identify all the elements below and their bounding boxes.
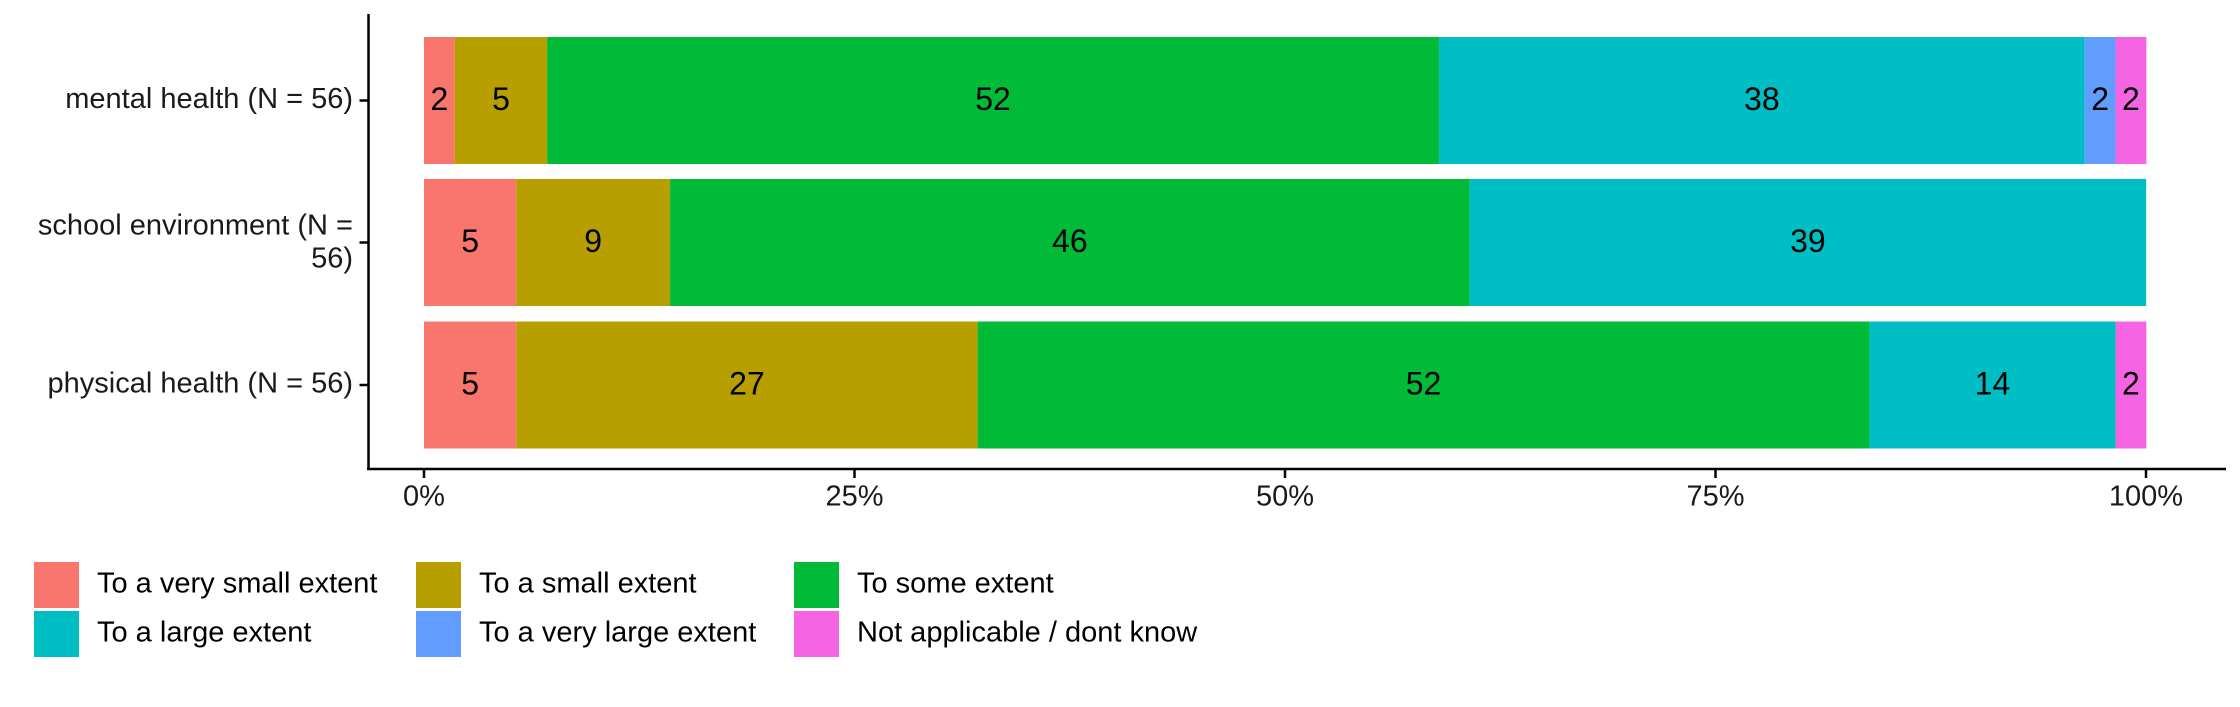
- legend-label: To a very large extent: [479, 617, 756, 649]
- x-tick-label: 100%: [2109, 481, 2183, 513]
- legend-swatch: [416, 611, 461, 657]
- legend-swatch: [794, 611, 839, 657]
- value-label: 5: [492, 81, 510, 117]
- legend-swatch: [794, 562, 839, 608]
- y-tick-label: physical health (N = 56): [48, 368, 353, 400]
- legend-swatch: [34, 562, 79, 608]
- value-label: 46: [1052, 223, 1088, 259]
- bar-segment: [424, 321, 517, 449]
- bar-segment: [424, 179, 517, 306]
- bar-segment: [516, 179, 671, 306]
- bar-segment: [454, 37, 548, 164]
- bar-segment: [2115, 37, 2147, 164]
- value-label: 2: [431, 81, 449, 117]
- value-label: 2: [2122, 81, 2140, 117]
- y-tick-label: mental health (N = 56): [65, 83, 353, 115]
- bar-segment: [1869, 321, 2116, 449]
- value-label: 27: [729, 365, 765, 401]
- bar-segment: [547, 37, 1439, 164]
- value-label: 39: [1790, 223, 1826, 259]
- bar-segment: [977, 321, 1870, 449]
- legend-swatch: [34, 611, 79, 657]
- legend-label: To some extent: [857, 568, 1054, 600]
- legend-label: To a very small extent: [97, 568, 377, 600]
- x-tick-label: 25%: [825, 481, 883, 513]
- bar-segment: [1469, 179, 2147, 306]
- bar-segment: [1438, 37, 2085, 164]
- value-label: 5: [461, 365, 479, 401]
- value-label: 38: [1744, 81, 1780, 117]
- x-tick-label: 0%: [403, 481, 445, 513]
- bar-segment: [2084, 37, 2116, 164]
- y-tick-label: school environment (N = 56): [38, 209, 353, 274]
- value-label: 14: [1975, 365, 2011, 401]
- bar-segment: [670, 179, 1470, 306]
- bar-segment: [424, 37, 455, 164]
- legend-label: To a large extent: [97, 617, 311, 649]
- value-label: 52: [975, 81, 1011, 117]
- value-label: 2: [2091, 81, 2109, 117]
- legend-swatch: [416, 562, 461, 608]
- bar-segment: [2115, 321, 2147, 449]
- x-tick-label: 75%: [1686, 481, 1744, 513]
- value-label: 52: [1406, 365, 1442, 401]
- value-label: 5: [461, 223, 479, 259]
- value-label: 9: [584, 223, 602, 259]
- legend-label: Not applicable / dont know: [857, 617, 1198, 649]
- value-label: 2: [2122, 365, 2140, 401]
- bar-segment: [516, 321, 978, 449]
- legend-label: To a small extent: [479, 568, 697, 600]
- x-tick-label: 50%: [1256, 481, 1314, 513]
